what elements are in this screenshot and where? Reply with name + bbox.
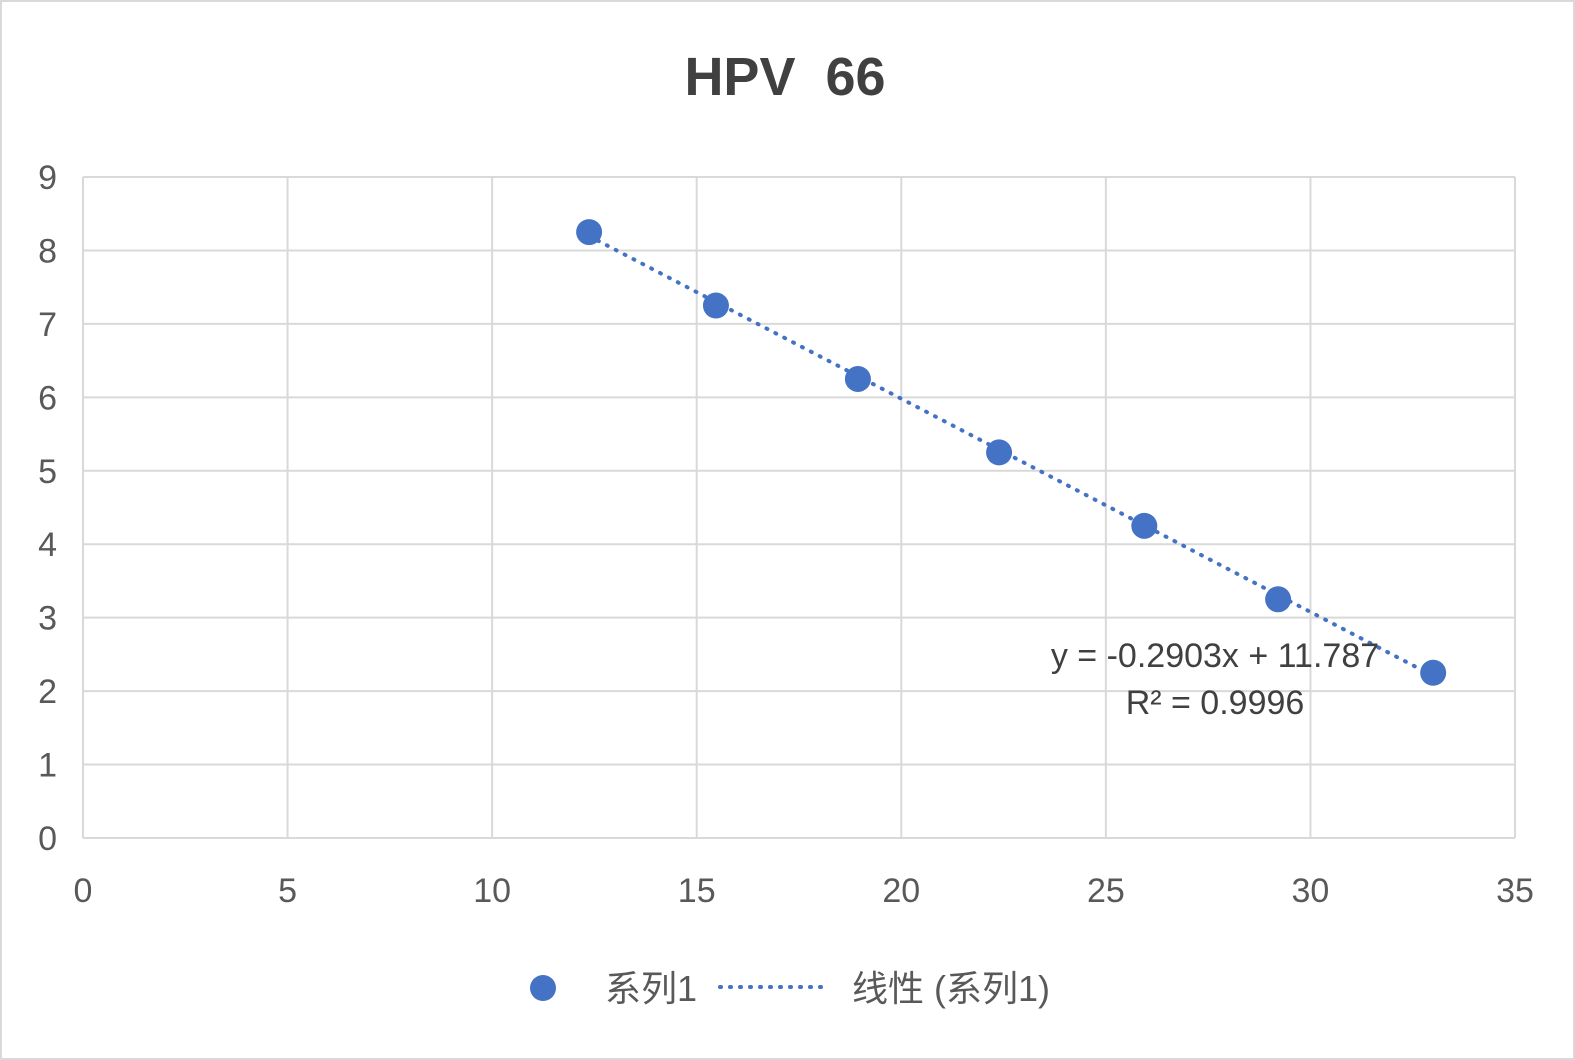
- x-tick-label: 10: [473, 872, 511, 910]
- gridlines: [82, 176, 1516, 839]
- legend: 系列1 线性 (系列1): [530, 968, 1050, 1009]
- trendline-r-squared: R² = 0.9996: [1126, 684, 1305, 722]
- y-tick-label: 2: [38, 673, 57, 711]
- data-point: [844, 365, 871, 392]
- y-tick-label: 3: [38, 600, 57, 638]
- x-tick-label: 15: [678, 872, 716, 910]
- x-tick-label: 0: [74, 872, 93, 910]
- x-axis-tick-labels: 0 5 10 15 20 25 30 35: [74, 872, 1534, 910]
- x-tick-label: 20: [882, 872, 920, 910]
- y-tick-label: 1: [38, 747, 57, 785]
- data-point: [576, 219, 603, 246]
- x-tick-label: 25: [1087, 872, 1125, 910]
- y-tick-label: 0: [38, 820, 57, 858]
- data-point: [1420, 659, 1447, 686]
- x-tick-label: 5: [278, 872, 297, 910]
- y-tick-label: 6: [38, 379, 57, 417]
- legend-label-series: 系列1: [605, 968, 697, 1009]
- legend-label-trendline: 线性 (系列1): [852, 968, 1050, 1009]
- y-tick-label: 5: [38, 453, 57, 491]
- data-point: [986, 439, 1013, 466]
- x-tick-label: 30: [1292, 872, 1330, 910]
- legend-marker-series: [530, 975, 556, 1001]
- data-point: [702, 292, 729, 319]
- chart-title: HPV 66: [684, 47, 885, 107]
- data-point: [1131, 512, 1158, 539]
- x-tick-label: 35: [1496, 872, 1534, 910]
- trendline-equation: y = -0.2903x + 11.787: [1051, 637, 1379, 675]
- data-point: [1265, 586, 1292, 613]
- y-tick-label: 9: [38, 159, 57, 197]
- y-axis-tick-labels: 0 1 2 3 4 5 6 7 8 9: [38, 159, 57, 858]
- series-points: [576, 219, 1447, 686]
- trendline: [587, 234, 1436, 678]
- y-tick-label: 4: [38, 526, 57, 564]
- y-tick-label: 7: [38, 306, 57, 344]
- y-tick-label: 8: [38, 232, 57, 270]
